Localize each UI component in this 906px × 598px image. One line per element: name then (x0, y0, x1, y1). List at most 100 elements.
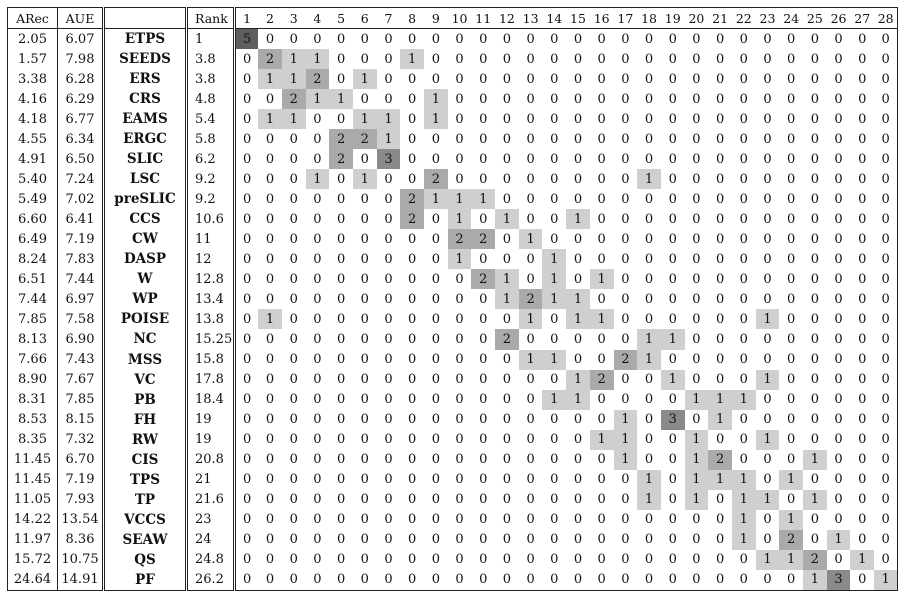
rank-position-header: 21 (708, 7, 732, 29)
count-cell: 0 (233, 269, 259, 290)
count-cell: 0 (289, 472, 298, 488)
count-cell: 0 (881, 392, 890, 408)
count-cell: 0 (455, 552, 464, 568)
count-cell: 0 (621, 472, 630, 488)
count-cell: 0 (455, 91, 464, 107)
count-cell: 0 (597, 111, 606, 127)
count-cell: 0 (265, 211, 275, 227)
arec-cell: 24.64 (13, 572, 52, 588)
count-cell: 0 (265, 372, 275, 388)
count-cell: 0 (668, 492, 677, 508)
count-cell: 1 (613, 409, 638, 430)
count-cell: 0 (313, 372, 322, 388)
count-cell: 0 (336, 452, 346, 468)
count-cell: 3 (826, 569, 851, 591)
count-cell: 0 (336, 372, 346, 388)
count-cell: 0 (715, 532, 725, 548)
count-cell: 0 (289, 412, 298, 428)
count-cell: 0 (668, 352, 677, 368)
count-cell: 0 (408, 311, 417, 327)
count-cell: 1 (684, 449, 709, 470)
count-cell: 0 (408, 452, 417, 468)
count-cell: 2 (400, 189, 424, 210)
method-name: MSS (102, 349, 187, 370)
count-cell: 0 (289, 131, 298, 147)
count-cell: 0 (597, 231, 606, 247)
count-cell: 0 (313, 131, 322, 147)
count-cell: 0 (739, 352, 748, 368)
count-cell: 1 (518, 349, 543, 370)
count-cell: 0 (810, 372, 819, 388)
count-cell: 0 (526, 51, 535, 67)
count-cell: 0 (431, 532, 440, 548)
count-cell: 0 (233, 169, 259, 190)
rank-position-header: 25 (803, 7, 827, 29)
count-cell: 0 (739, 311, 748, 327)
count-cell: 0 (265, 171, 275, 187)
count-cell: 1 (826, 529, 851, 550)
rank-cell: 9.2 (185, 169, 235, 190)
count-cell: 0 (810, 392, 819, 408)
count-cell: 0 (233, 489, 259, 510)
count-cell: 1 (376, 129, 401, 150)
count-cell: 0 (408, 91, 417, 107)
count-cell: 0 (479, 572, 488, 588)
rank-header: Rank (185, 7, 235, 29)
count-cell: 0 (621, 392, 630, 408)
count-cell: 0 (621, 131, 630, 147)
method-name: DASP (102, 249, 187, 270)
count-cell: 1 (281, 49, 306, 70)
rank-cell: 3.8 (185, 69, 235, 90)
count-cell: 1 (566, 389, 590, 410)
count-cell: 0 (289, 552, 298, 568)
count-cell: 0 (384, 31, 393, 47)
count-cell: 0 (384, 572, 393, 588)
count-cell: 0 (455, 291, 464, 307)
count-cell: 1 (803, 489, 827, 510)
count-cell: 0 (233, 369, 259, 390)
count-cell: 0 (668, 432, 677, 448)
count-cell: 0 (526, 171, 535, 187)
count-cell: 0 (715, 131, 725, 147)
count-cell: 0 (739, 552, 748, 568)
count-cell: 0 (408, 512, 417, 528)
count-cell: 0 (455, 271, 464, 287)
count-cell: 1 (660, 329, 685, 350)
count-cell: 0 (384, 171, 393, 187)
count-cell: 0 (479, 51, 488, 67)
count-cell: 0 (573, 71, 583, 87)
count-cell: 0 (810, 311, 819, 327)
count-cell: 1 (566, 309, 590, 330)
count-cell: 0 (834, 472, 843, 488)
table-row: 8.13 6.90 NC 15.25 0 0 0 0 0 0 0 0 0 0 0 2 0 0 0 0 0 1 1 0 0 0 0 0 0… (8, 329, 898, 350)
rank-position-header: 12 (495, 7, 519, 29)
count-cell: 0 (313, 492, 322, 508)
method-name: SEEDS (102, 49, 187, 70)
arec-cell: 6.49 (18, 231, 47, 247)
count-cell: 0 (384, 352, 393, 368)
count-cell: 0 (479, 432, 488, 448)
count-cell: 0 (644, 412, 654, 428)
count-cell: 1 (589, 429, 614, 450)
count-cell: 0 (384, 472, 393, 488)
count-cell: 0 (692, 331, 701, 347)
count-cell: 0 (479, 412, 488, 428)
count-cell: 0 (502, 552, 512, 568)
count-cell: 0 (621, 532, 630, 548)
count-cell: 0 (408, 472, 417, 488)
count-cell: 0 (692, 311, 701, 327)
count-cell: 0 (668, 552, 677, 568)
count-cell: 0 (289, 452, 298, 468)
count-cell: 0 (597, 251, 606, 267)
method-name: RW (102, 429, 187, 450)
count-cell: 1 (566, 209, 590, 230)
count-cell: 0 (408, 412, 417, 428)
count-cell: 0 (526, 452, 535, 468)
count-cell: 0 (408, 271, 417, 287)
count-cell: 0 (502, 472, 512, 488)
count-cell: 0 (313, 211, 322, 227)
count-cell: 0 (313, 111, 322, 127)
count-cell: 0 (787, 31, 796, 47)
count-cell: 0 (526, 372, 535, 388)
count-cell: 0 (479, 291, 488, 307)
